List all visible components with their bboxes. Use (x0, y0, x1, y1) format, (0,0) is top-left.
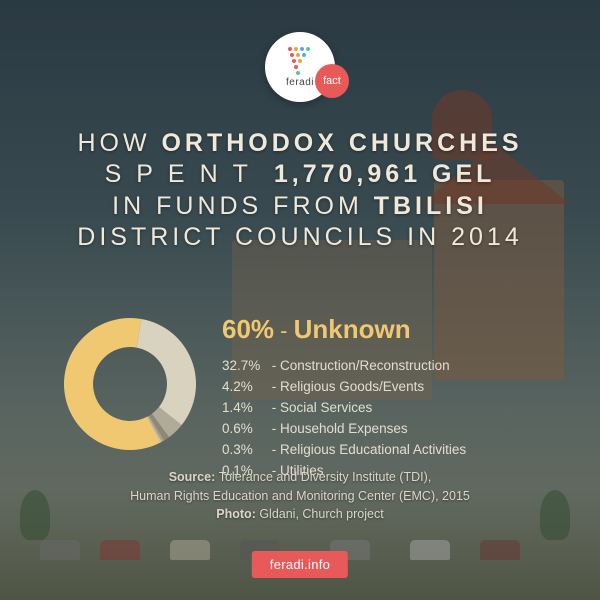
legend-item: 0.6% - Household Expenses (222, 419, 560, 440)
logo-brand-text: feradi (286, 77, 314, 88)
donut-chart (60, 314, 200, 454)
footer-link-badge[interactable]: feradi.info (252, 551, 348, 578)
legend-item: 1.4% - Social Services (222, 398, 560, 419)
headline: HOW ORTHODOX CHURCHES SPENT 1,770,961 GE… (0, 128, 600, 253)
brand-logo: feradi fact (265, 32, 335, 102)
legend-item: 32.7% - Construction/Reconstruction (222, 356, 560, 377)
logo-glyph (286, 47, 314, 75)
legend-item: 4.2% - Religious Goods/Events (222, 377, 560, 398)
source-attribution: Source: Tolerance and Diversity Institut… (0, 468, 600, 524)
legend-highlight: 60% - Unknown (222, 316, 560, 342)
legend-item: 0.3% - Religious Educational Activities (222, 440, 560, 461)
donut-slice (136, 319, 196, 425)
chart-legend: 60% - Unknown 32.7% - Construction/Recon… (222, 314, 560, 482)
fact-badge: fact (315, 64, 349, 98)
